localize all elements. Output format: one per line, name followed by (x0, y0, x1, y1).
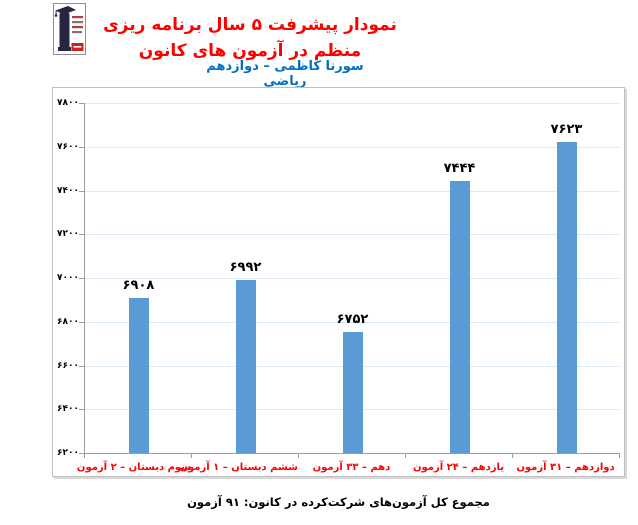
y-tick (79, 146, 85, 148)
gridline (85, 190, 620, 192)
y-axis-label: ۶۸۰۰ (57, 316, 79, 327)
bar-value-label: ۷۴۴۴ (443, 160, 476, 176)
gridline (85, 278, 620, 279)
bar (449, 180, 470, 453)
bar-value-label: ۷۶۲۳ (550, 121, 583, 137)
x-axis-label: یازدهم – ۲۴ آزمون (412, 462, 505, 473)
bar (235, 279, 256, 453)
x-tick (512, 454, 513, 458)
footnote: مجموع کل آزمون‌های شرکت‌کرده در کانون: ۹… (187, 495, 490, 509)
y-tick (79, 365, 85, 367)
y-axis-label: ۷۸۰۰ (57, 98, 79, 108)
kanoon-logo (53, 3, 86, 55)
gridline (85, 146, 620, 148)
chart-frame: ۶۹۰۸ ۶۹۹۲ ۶۷۵۲ ۷۴۴۴ ۷۶۲۳ سوم دبستان – ۲ آزمو… (52, 87, 625, 477)
bar (342, 332, 363, 453)
y-axis-label: ۷۰۰۰ (57, 273, 79, 283)
y-tick (79, 453, 85, 454)
gridline (85, 321, 620, 323)
y-tick (79, 103, 85, 104)
y-axis-label: ۶۲۰۰ (57, 448, 79, 458)
x-axis-label: ششم دبستان – ۱ آزمون (179, 462, 298, 473)
bar-value-label: ۶۹۹۲ (229, 259, 262, 275)
x-tick (405, 454, 406, 458)
y-tick (79, 321, 85, 323)
gridline (85, 234, 620, 236)
x-tick (298, 454, 299, 458)
gridline (85, 103, 620, 104)
bar-value-label: ۶۷۵۲ (336, 312, 369, 328)
plot-area: ۶۹۰۸ ۶۹۹۲ ۶۷۵۲ ۷۴۴۴ ۷۶۲۳ (84, 103, 620, 454)
x-axis-label: دهم – ۳۳ آزمون (312, 462, 391, 473)
y-tick (79, 409, 85, 411)
x-tick (84, 454, 85, 458)
bar-value-label: ۶۹۰۸ (122, 278, 155, 294)
chart-subtitle: سورنا کاظمی – دوازدهم ریاضی (206, 59, 364, 89)
x-axis-label: سوم دبستان – ۲ آزمون (76, 462, 191, 473)
x-axis-labels-row: سوم دبستان – ۲ آزمون ششم دبستان – ۱ آزمون… (76, 458, 619, 473)
y-axis-label: ۷۲۰۰ (57, 229, 79, 240)
y-axis-label: ۶۶۰۰ (57, 360, 79, 371)
x-tick (191, 454, 192, 458)
bar (128, 298, 149, 453)
y-tick (79, 234, 85, 236)
y-tick (79, 190, 85, 192)
y-axis-label: ۷۶۰۰ (57, 141, 79, 152)
x-tick (619, 454, 620, 458)
kanoon-logo-icon (53, 3, 86, 55)
x-axis-label: دوازدهم – ۳۱ آزمون (516, 462, 615, 473)
y-axis-label: ۶۴۰۰ (57, 404, 79, 415)
chart-title: نمودار پیشرفت ۵ سال برنامه ریزی منظم در … (103, 15, 397, 61)
y-axis-label: ۷۴۰۰ (57, 185, 79, 196)
bar (556, 141, 577, 453)
y-tick (79, 278, 85, 279)
